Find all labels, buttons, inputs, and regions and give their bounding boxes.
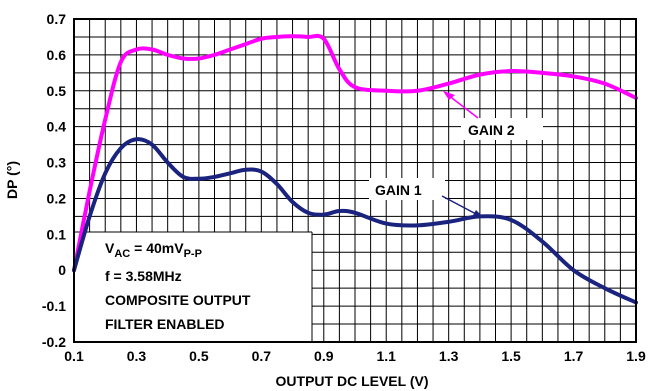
series-lines [72,33,638,305]
y-tick-label: 0.6 [47,47,67,63]
annotation-box [74,232,312,342]
y-tick-label: 0.2 [47,190,67,206]
y-tick-label: -0.1 [42,298,66,314]
gain1-pointer-arrowhead [472,210,484,218]
series-line-gain-1 [72,137,638,305]
legend-box [74,231,313,342]
x-tick-label: 1.9 [626,348,646,364]
gain1-pointer [441,195,479,216]
annotation-filter-enabled: FILTER ENABLED [105,316,225,332]
x-tick-label: 0.1 [64,348,84,364]
annotation-composite-output: COMPOSITE OUTPUT [105,292,251,308]
gain1-label-bg [369,178,445,200]
x-tick-label: 0.5 [189,348,209,364]
gain2-pointer [447,94,479,119]
plot-frame [73,18,637,343]
gain1-label: GAIN 1 [375,182,422,198]
gain2-pointer-arrowhead [443,91,455,100]
x-tick-label: 1.1 [376,348,396,364]
annotation-vac: VAC = 40mVP-P [105,240,202,260]
y-tick-label: -0.2 [42,334,66,350]
y-tick-label: 0.5 [47,83,67,99]
y-tick-label: 0.7 [47,11,67,27]
x-tick-label: 0.7 [252,348,272,364]
y-tick-label: 0.3 [47,155,67,171]
x-tick-label: 1.7 [564,348,584,364]
y-tick-label: 0.4 [47,119,67,135]
y-tick-label: 0 [58,262,66,278]
tick-labels: 0.1 0.3 0.5 0.7 0.9 1.1 1.3 1.5 1.7 1.9 0.7 0.6 0.5 0… [42,11,646,364]
x-tick-label: 0.9 [314,348,334,364]
y-tick-label: 0.1 [47,226,67,242]
y-axis-title: DP (°) [4,161,20,199]
gain2-label-bg [461,118,543,140]
annotation-vac-unit-sub: P-P [184,248,202,260]
annotation-frequency: f = 3.58MHz [105,268,182,284]
annotation-vac-sub: AC [114,248,130,260]
x-axis-title: OUTPUT DC LEVEL (V) [276,373,429,389]
annotation-vac-main: V [105,240,115,256]
series-line-gain-2 [72,33,638,273]
annotation-vac-eq: = 40mV [130,240,184,256]
x-tick-label: 0.3 [127,348,147,364]
gain2-label: GAIN 2 [468,122,515,138]
x-tick-label: 1.5 [501,348,521,364]
x-tick-label: 1.3 [439,348,459,364]
